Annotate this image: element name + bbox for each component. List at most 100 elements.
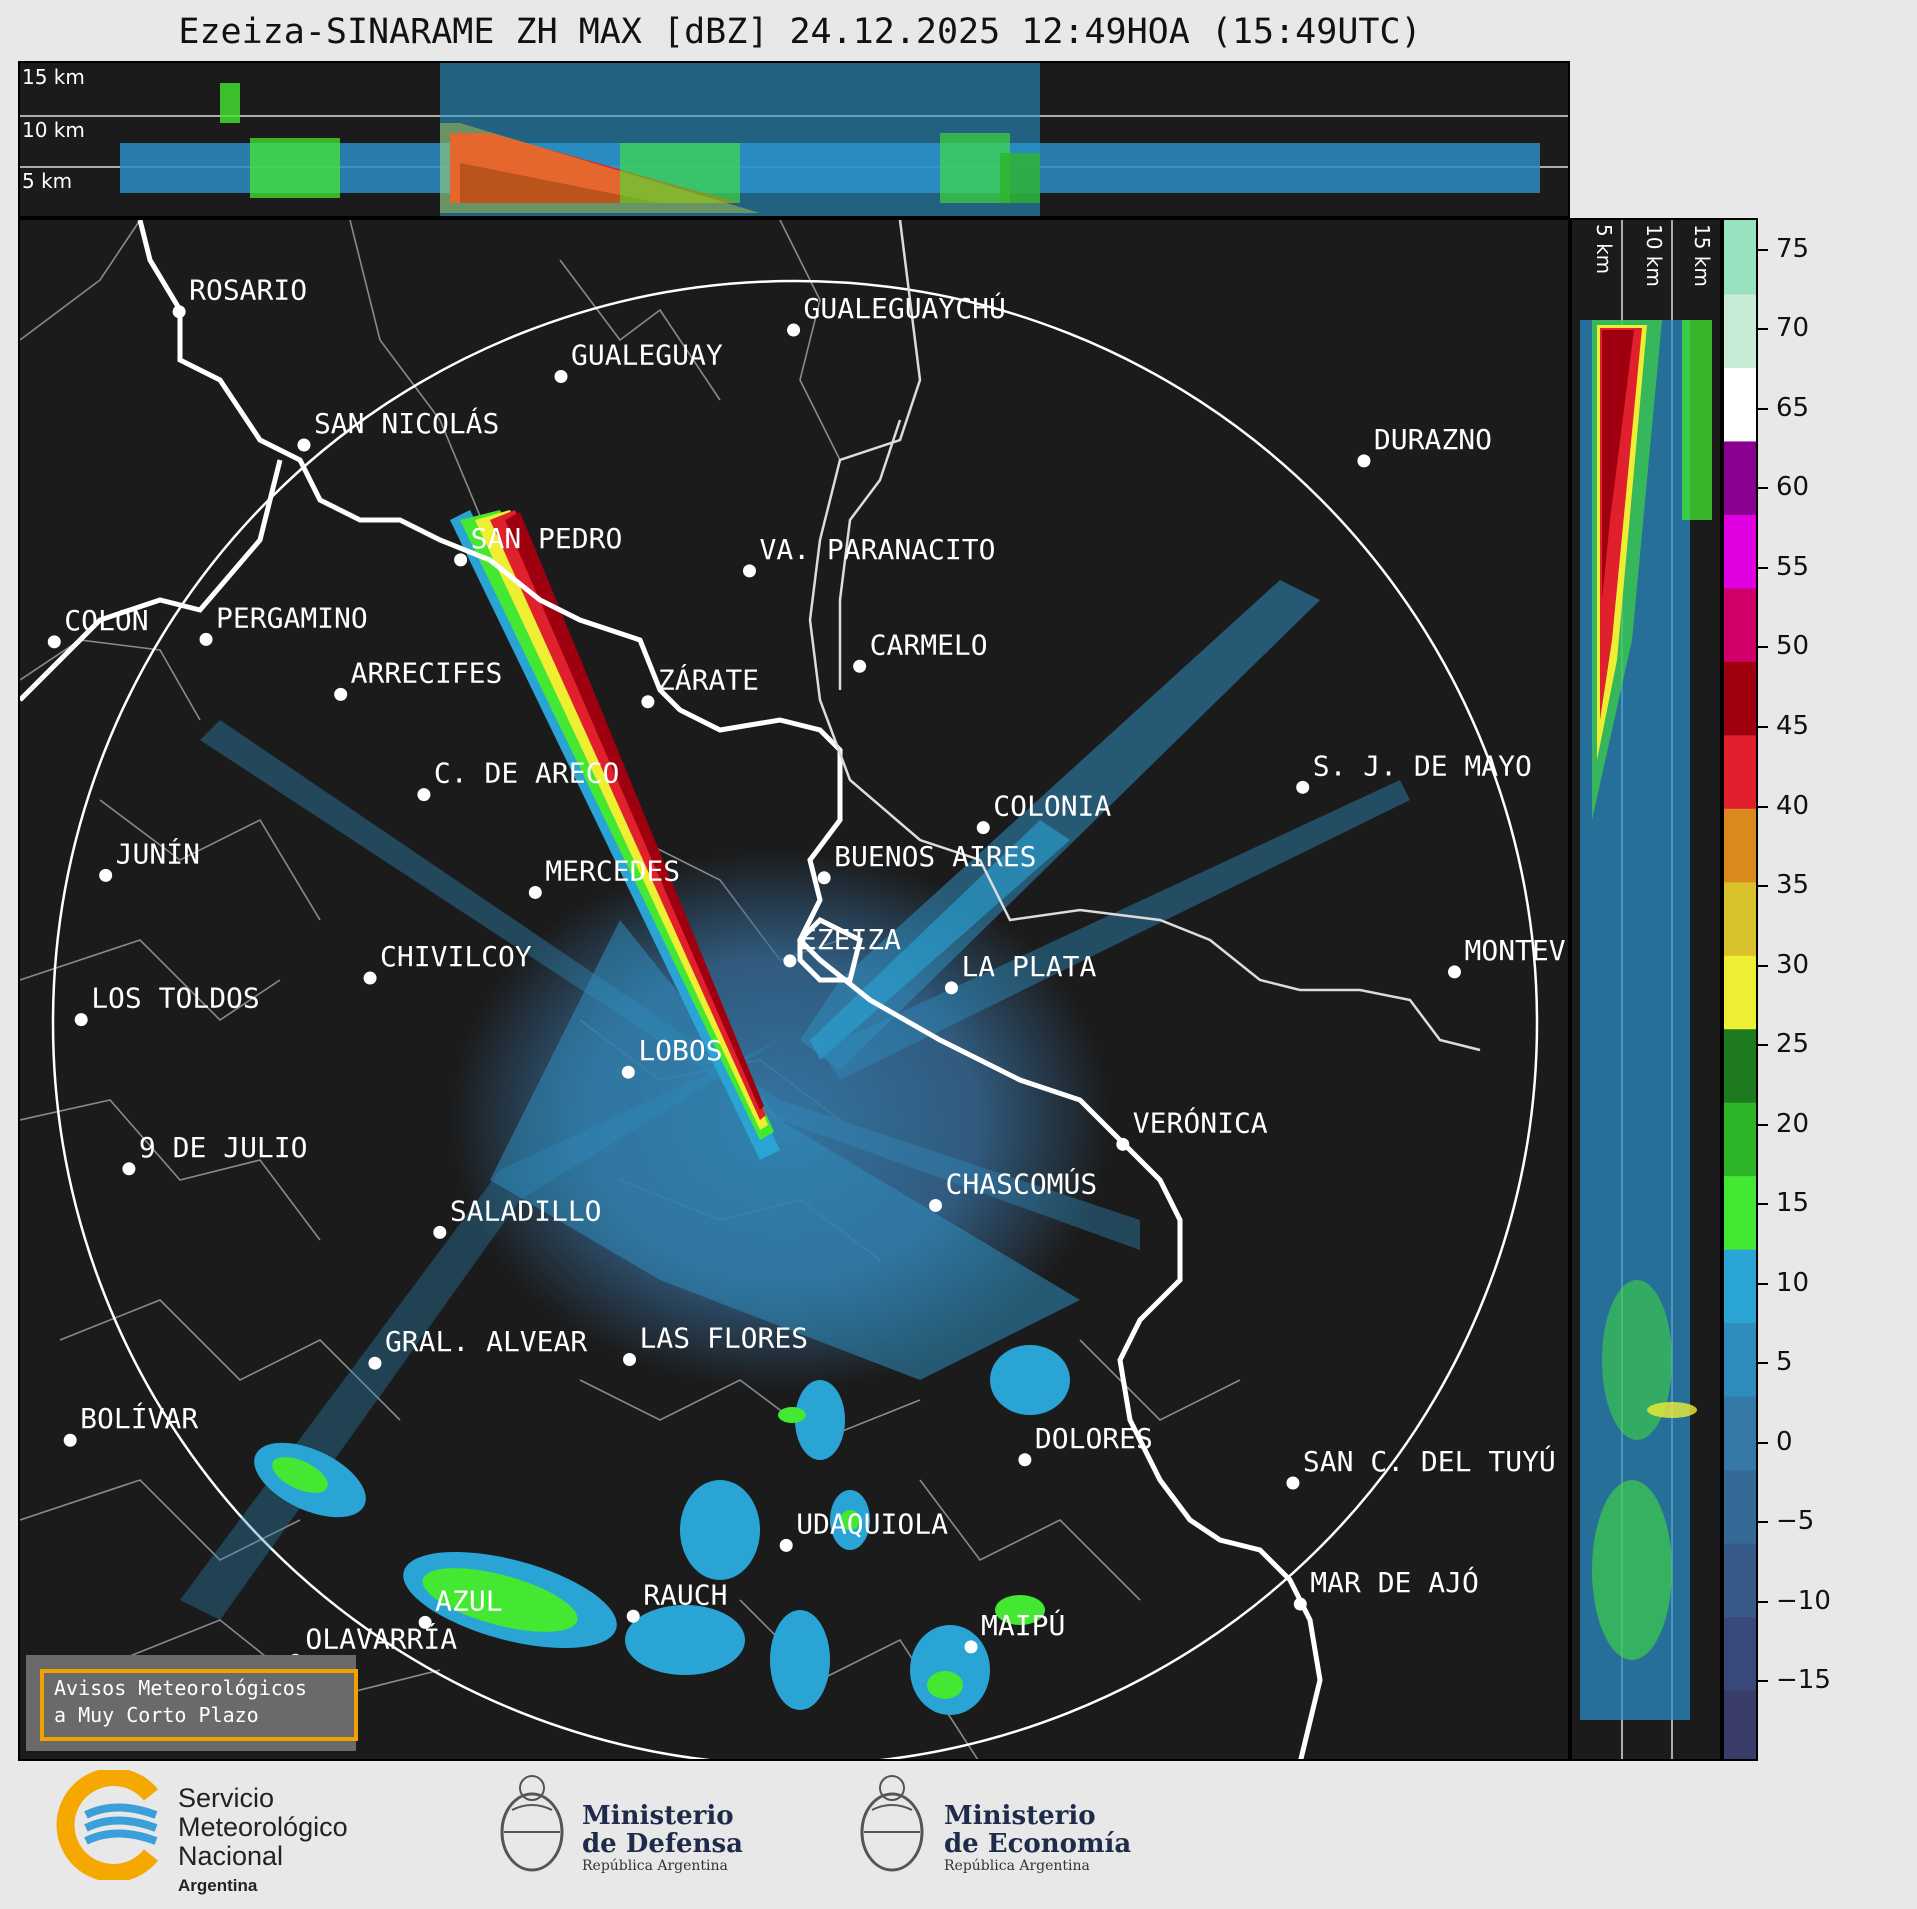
- colorbar-tick-label: −10: [1776, 1585, 1831, 1616]
- height-label-5: 5 km: [22, 169, 73, 193]
- colorbar-tick-label: 30: [1776, 949, 1810, 980]
- city-label: MAIPÚ: [981, 1608, 1065, 1642]
- colorbar-tick: [1758, 328, 1768, 331]
- radar-echoes: [180, 510, 1410, 1715]
- side-height-profile: 5 km 10 km 15 km: [1570, 218, 1722, 1761]
- colorbar-tick: [1758, 566, 1768, 569]
- coat-of-arms-icon: [494, 1770, 570, 1890]
- colorbar-tick: [1758, 487, 1768, 490]
- city-label: RAUCH: [643, 1578, 727, 1611]
- city-marker: [964, 1640, 978, 1654]
- city-label: SAN C. DEL TUYÚ: [1303, 1444, 1556, 1478]
- city-marker: [1018, 1453, 1032, 1467]
- colorbar-tick: [1758, 805, 1768, 808]
- city-marker: [368, 1356, 382, 1370]
- colorbar-segment: [1724, 220, 1756, 295]
- colorbar-segment: [1724, 1616, 1756, 1691]
- city-marker: [363, 971, 377, 985]
- city-label: GUALEGUAY: [571, 339, 723, 372]
- city-marker: [417, 788, 431, 802]
- side-profile-echoes: [1580, 220, 1712, 1759]
- city-marker: [99, 868, 113, 882]
- dbz-colorbar: [1722, 218, 1758, 1761]
- city-marker: [74, 1013, 88, 1027]
- colorbar-tick: [1758, 1203, 1768, 1206]
- colorbar-segment: [1724, 1469, 1756, 1544]
- city-marker: [1286, 1476, 1300, 1490]
- city-marker: [433, 1225, 447, 1239]
- city-label: VERÓNICA: [1133, 1105, 1268, 1139]
- colorbar-segment: [1724, 807, 1756, 883]
- city-label: LA PLATA: [961, 950, 1096, 983]
- colorbar-tick: [1758, 1282, 1768, 1285]
- colorbar-segment: [1724, 660, 1756, 736]
- city-marker: [1116, 1137, 1130, 1151]
- coat-of-arms-icon: [854, 1770, 930, 1890]
- city-label: JUNÍN: [116, 836, 200, 870]
- city-label: COLON: [64, 604, 148, 637]
- city-marker: [122, 1162, 136, 1176]
- colorbar-tick: [1758, 407, 1768, 410]
- city-marker: [742, 564, 756, 578]
- colorbar-segment: [1724, 366, 1756, 442]
- city-label: ZÁRATE: [658, 663, 759, 697]
- city-marker: [528, 885, 542, 899]
- colorbar-tick-label: 65: [1776, 392, 1810, 423]
- colorbar-segment: [1724, 1175, 1756, 1250]
- city-marker: [418, 1615, 432, 1629]
- colorbar-tick: [1758, 1600, 1768, 1603]
- colorbar-tick-label: −15: [1776, 1665, 1831, 1696]
- colorbar-segment: [1724, 1395, 1756, 1471]
- colorbar-segment: [1724, 881, 1756, 956]
- colorbar-segment: [1724, 293, 1756, 368]
- city-marker: [623, 1353, 637, 1367]
- city-marker: [199, 632, 213, 646]
- colorbar-segment: [1724, 1101, 1756, 1177]
- chart-title: Ezeiza-SINARAME ZH MAX [dBZ] 24.12.2025 …: [178, 12, 1422, 52]
- city-marker: [976, 821, 990, 835]
- city-label: COLONIA: [993, 790, 1111, 823]
- city-marker: [929, 1198, 943, 1212]
- smn-logo-text: Servicio Meteorológico Nacional Argentin…: [178, 1783, 348, 1896]
- colorbar-tick-label: 70: [1776, 313, 1810, 344]
- city-label: ROSARIO: [189, 274, 307, 307]
- city-label: S. J. DE MAYO: [1313, 749, 1532, 782]
- city-label: LAS FLORES: [640, 1322, 809, 1355]
- warning-badge[interactable]: Avisos Meteorológicos a Muy Corto Plazo: [26, 1655, 358, 1751]
- city-label: DOLORES: [1035, 1422, 1153, 1455]
- colorbar-tick-label: 45: [1776, 711, 1810, 742]
- smn-logo-icon: [56, 1768, 166, 1890]
- city-label: MERCEDES: [545, 854, 680, 887]
- river-uruguay: [808, 220, 1481, 1052]
- height-label-15: 15 km: [22, 65, 85, 89]
- city-label: UDAQUIOLA: [796, 1507, 948, 1540]
- city-label: MAR DE AJÓ: [1310, 1565, 1479, 1599]
- top-height-profile: 15 km 10 km 5 km: [18, 61, 1570, 218]
- side-height-label-10: 10 km: [1642, 224, 1666, 287]
- colorbar-tick-label: 25: [1776, 1029, 1810, 1060]
- city-label: C. DE ARECO: [434, 757, 619, 790]
- warning-line-1: Avisos Meteorológicos: [54, 1676, 307, 1700]
- colorbar-segment: [1724, 734, 1756, 809]
- city-label: VA. PARANACITO: [759, 533, 995, 566]
- city-label: SALADILLO: [450, 1194, 602, 1227]
- city-label: SAN PEDRO: [471, 522, 623, 555]
- city-marker: [334, 687, 348, 701]
- colorbar-segment: [1724, 513, 1756, 589]
- radar-map-canvas: ROSARIO GUALEGUAYCHÚ GUALEGUAY SAN NICOLÁS D…: [20, 220, 1568, 1759]
- city-marker: [779, 1538, 793, 1552]
- city-marker: [817, 871, 831, 885]
- city-label: PERGAMINO: [216, 601, 368, 634]
- economia-logo-text: Ministerio de Economía República Argenti…: [944, 1801, 1132, 1874]
- city-label: CARMELO: [870, 628, 988, 661]
- colorbar-tick-label: 35: [1776, 870, 1810, 901]
- city-marker: [1357, 454, 1371, 468]
- colorbar-tick: [1758, 248, 1768, 251]
- colorbar-tick-label: −5: [1776, 1506, 1815, 1537]
- city-marker: [787, 323, 801, 337]
- colorbar-tick-label: 50: [1776, 631, 1810, 662]
- city-marker: [783, 954, 797, 968]
- city-marker: [172, 305, 186, 319]
- city-marker: [63, 1433, 77, 1447]
- colorbar-tick-label: 60: [1776, 472, 1810, 503]
